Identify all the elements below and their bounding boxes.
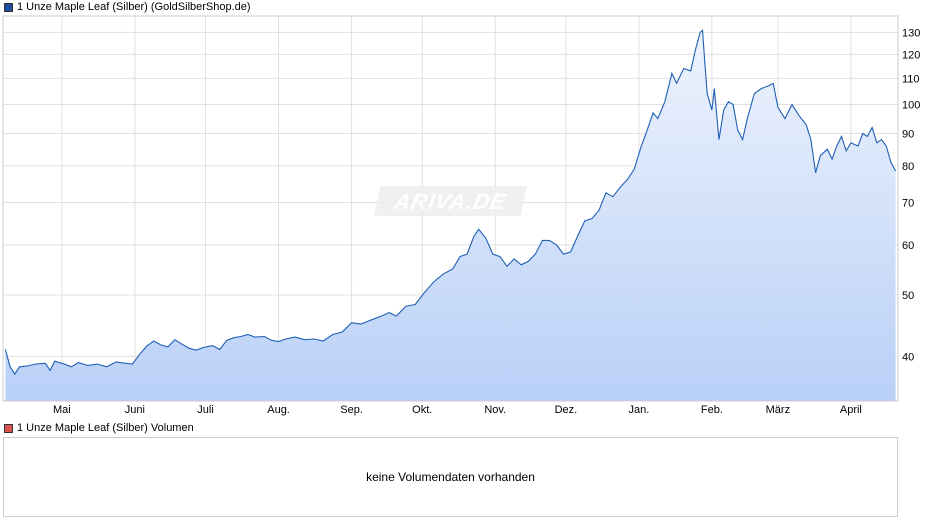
price-area (5, 30, 896, 402)
y-tick-label: 100 (902, 100, 920, 112)
volume-legend-swatch (4, 423, 13, 433)
plot-border (2, 15, 899, 402)
no-volume-message: keine Volumendaten vorhanden (366, 470, 535, 484)
price-legend-label: 1 Unze Maple Leaf (Silber) (GoldSilberSh… (17, 1, 251, 13)
x-tick-label: März (766, 404, 790, 416)
x-tick-label: Jan. (629, 404, 650, 416)
y-tick-label: 60 (902, 240, 914, 252)
price-line (4, 29, 897, 376)
x-tick-label: Dez. (555, 404, 578, 416)
ariva-watermark: ARIVA.DE (373, 186, 528, 216)
y-tick-label: 130 (902, 27, 920, 39)
x-tick-label: Juli (197, 404, 214, 416)
x-tick-label: Feb. (701, 404, 723, 416)
y-tick-label: 110 (902, 73, 920, 85)
watermark-text: ARIVA.DE (391, 189, 509, 214)
x-tick-label: Aug. (267, 404, 290, 416)
volume-legend: 1 Unze Maple Leaf (Silber) Volumen (4, 422, 194, 434)
y-tick-label: 80 (902, 161, 914, 173)
y-tick-label: 50 (902, 290, 914, 302)
x-tick-label: Nov. (484, 404, 506, 416)
x-tick-label: Mai (53, 404, 71, 416)
price-chart: 40 50 60 70 80 90 100 110 120 130 Mai Juni Juli Aug. S… (2, 15, 920, 416)
x-tick-label: Sep. (340, 404, 363, 416)
price-legend: 1 Unze Maple Leaf (Silber) (GoldSilberSh… (4, 1, 251, 13)
x-tick-label: April (840, 404, 862, 416)
price-legend-swatch (4, 2, 13, 12)
volume-panel: keine Volumendaten vorhanden (3, 437, 898, 517)
y-tick-label: 40 (902, 351, 914, 363)
y-tick-label: 120 (902, 49, 920, 61)
volume-legend-label: 1 Unze Maple Leaf (Silber) Volumen (17, 422, 194, 434)
y-tick-label: 70 (902, 198, 914, 210)
y-tick-label: 90 (902, 128, 914, 140)
x-tick-label: Juni (125, 404, 145, 416)
x-tick-label: Okt. (412, 404, 432, 416)
